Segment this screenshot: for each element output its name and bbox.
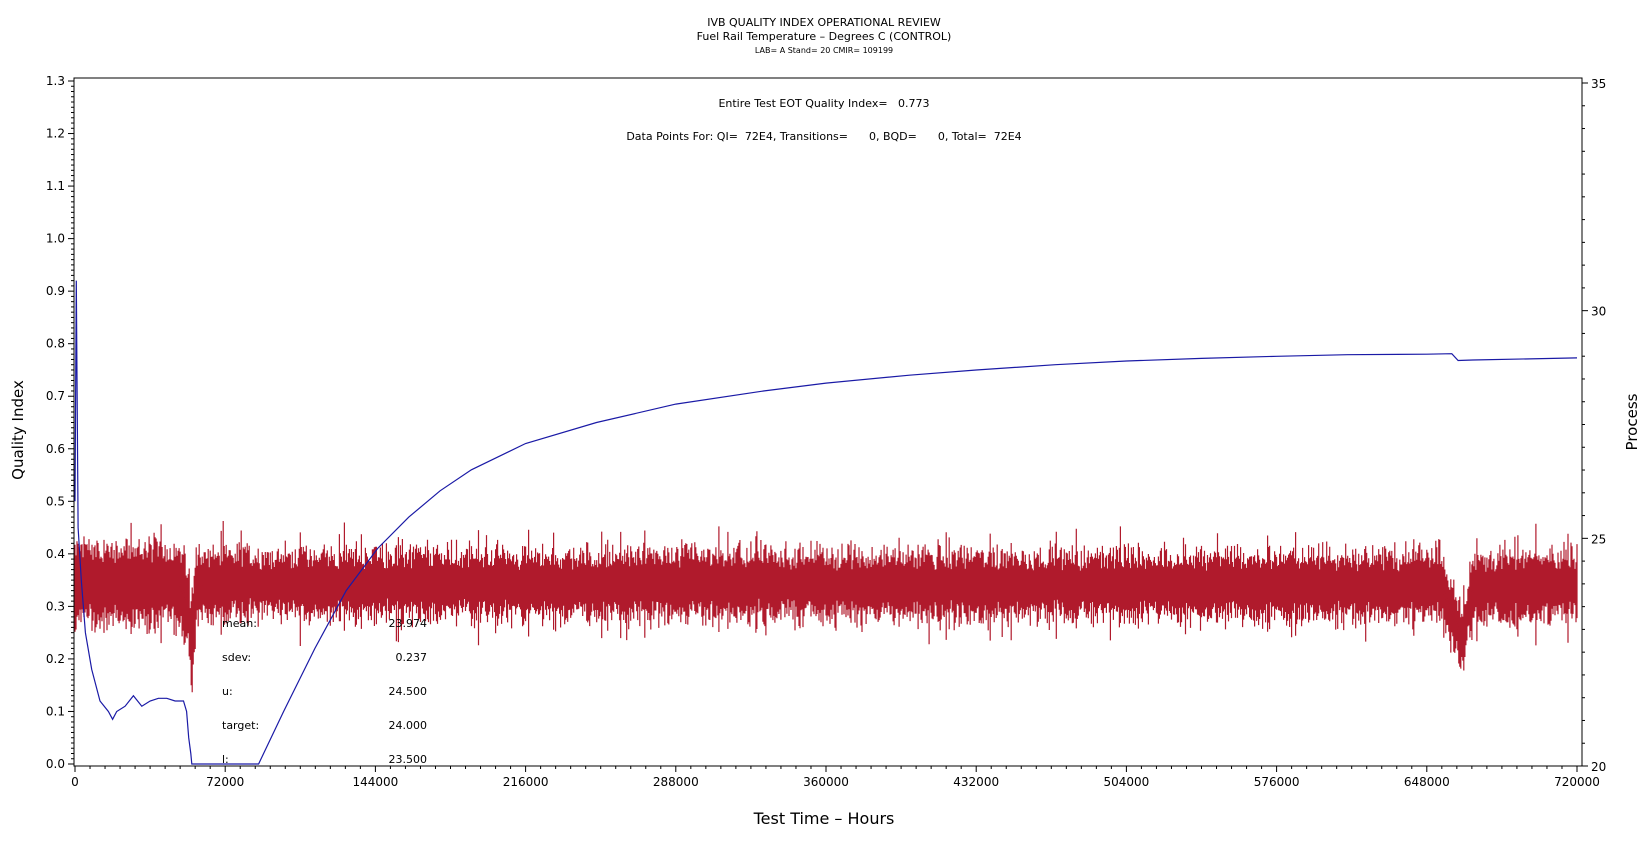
y-tick-label: 0.7 [46,389,65,403]
y-tick-label: 0.9 [46,284,65,298]
process-noise-band [74,521,1578,693]
y-tick-label: 0.6 [46,442,65,456]
y-tick-label: 1.1 [46,179,65,193]
x-tick-label: 72000 [206,775,244,789]
x-tick-label: 360000 [803,775,849,789]
series-lines [74,280,1578,765]
y2-tick-label: 25 [1591,532,1606,546]
y-axis-label: Quality Index [9,380,27,480]
x-tick-label: 504000 [1103,775,1149,789]
y2-tick-label: 35 [1591,77,1606,91]
x-tick-label: 288000 [653,775,699,789]
axes: 0.0 0.1 0.2 0.3 0.4 0.5 0.6 0.7 0.8 0.9 1.0 1.1 1.2 1… [46,74,1606,789]
plot-frame [73,77,1583,767]
chart-title: IVB QUALITY INDEX OPERATIONAL REVIEW [707,16,941,29]
stats-block: mean: 23.974 sdev: 0.237 u: 24.500 target: 24.0… [222,617,427,766]
stat-label: sdev: [222,651,251,664]
x-tick-label: 432000 [953,775,999,789]
chart-subtitle-lab: LAB= A Stand= 20 CMIR= 109199 [755,46,893,55]
y2-axis-label: Process [1623,393,1641,450]
stat-label: l: [222,753,229,766]
stat-label: target: [222,719,259,732]
x-tick-label: 576000 [1254,775,1300,789]
stat-value: 23.974 [389,617,428,630]
eot-quality-index-label: Entire Test EOT Quality Index= 0.773 [718,97,929,110]
stat-label: mean: [222,617,257,630]
stat-value: 24.500 [389,685,428,698]
x-tick-label: 0 [71,775,79,789]
y-tick-label: 1.3 [46,74,65,88]
x-axis-label: Test Time – Hours [753,809,895,828]
process-series [74,521,1578,693]
y-tick-label: 1.2 [46,127,65,141]
x-tick-label: 144000 [352,775,398,789]
stat-value: 0.237 [396,651,428,664]
quality-index-line [74,280,1578,765]
x-tick-label: 648000 [1404,775,1450,789]
y-tick-label: 0.5 [46,494,65,508]
process-line [75,582,1578,648]
x-tick-label: 216000 [503,775,549,789]
y-tick-label: 0.1 [46,704,65,718]
y-tick-label: 0.4 [46,547,65,561]
x-tick-label: 720000 [1554,775,1600,789]
stat-value: 24.000 [389,719,428,732]
y-tick-label: 0.2 [46,652,65,666]
y-tick-label: 1.0 [46,232,65,246]
data-points-label: Data Points For: QI= 72E4, Transitions= … [626,130,1021,143]
chart-subtitle: Fuel Rail Temperature – Degrees C (CONTR… [697,30,952,43]
stat-value: 23.500 [389,753,428,766]
stat-label: u: [222,685,233,698]
y-tick-label: 0.0 [46,757,65,771]
y-tick-label: 0.8 [46,337,65,351]
y-tick-label: 0.3 [46,599,65,613]
y2-tick-label: 30 [1591,305,1606,319]
y2-tick-label: 20 [1591,760,1606,774]
